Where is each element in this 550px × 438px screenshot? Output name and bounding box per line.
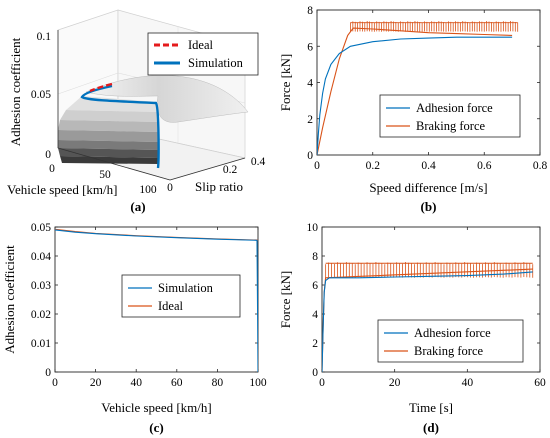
- a-caption: (a): [130, 199, 145, 214]
- c-x-tick-label: 0: [52, 377, 58, 389]
- a-y-tick-label: 0.4: [251, 156, 266, 168]
- c-x-tick-label: 20: [90, 377, 102, 389]
- b-x-tick-label: 0: [314, 160, 320, 172]
- c-legend-box: [121, 274, 241, 318]
- a-y-tick-label: 0.2: [223, 164, 238, 176]
- d-y-tick-label: 2: [312, 338, 318, 350]
- d-y-tick-label: 4: [312, 309, 318, 321]
- d-plot-frame: [321, 226, 541, 373]
- c-x-tick-label: 100: [249, 377, 267, 389]
- a-legend-simulation-label: Simulation: [188, 56, 244, 70]
- a-z-tick-label: 0.1: [37, 31, 52, 43]
- d-x-tick-label: 0: [319, 377, 325, 389]
- b-legend-box: [379, 94, 521, 138]
- c-y-tick-label: 0.05: [31, 222, 51, 234]
- d-series-adhesion-force-line: [322, 271, 533, 372]
- b-legend: Adhesion force Braking force: [379, 94, 521, 138]
- c-legend: Simulation Ideal: [121, 274, 241, 318]
- d-legend-adhesion-force-label: Adhesion force: [414, 326, 491, 340]
- panel-b-chart: 0 0.2 0.4 0.6 0.8 0 2 4 6 8 Adhesion force Braking …: [278, 5, 547, 214]
- b-caption: (b): [421, 199, 437, 214]
- a-y-axis-label: Slip ratio: [195, 179, 243, 194]
- a-series-ideal-line: [89, 82, 113, 93]
- c-legend-simulation-label: Simulation: [158, 281, 214, 295]
- b-series-braking-force-line: [317, 27, 513, 155]
- a-z-tick-label: 0: [45, 149, 51, 161]
- d-y-axis-label: Force [kN]: [278, 271, 293, 328]
- c-y-tick-label: 0.04: [31, 251, 51, 263]
- c-caption: (c): [149, 420, 163, 435]
- c-x-tick-label: 80: [212, 377, 224, 389]
- a-grid-line: [57, 72, 119, 95]
- c-series-ideal-line: [55, 228, 258, 241]
- a-x-axis-label: Vehicle speed [km/h]: [7, 182, 117, 197]
- b-x-axis-label: Speed difference [m/s]: [369, 180, 487, 195]
- d-x-tick-label: 60: [534, 377, 546, 389]
- b-y-tick-label: 8: [307, 5, 313, 17]
- d-legend-braking-force-label: Braking force: [414, 344, 484, 358]
- a-z-tick-label: 0.05: [31, 89, 51, 101]
- d-y-tick-label: 8: [312, 251, 318, 263]
- b-y-tick-label: 0: [307, 150, 313, 162]
- d-caption: (d): [423, 420, 439, 435]
- c-y-tick-label: 0.03: [31, 280, 51, 292]
- d-y-tick-label: 6: [312, 280, 318, 292]
- a-legend: Ideal Simulation: [147, 32, 259, 76]
- b-y-tick-label: 6: [307, 41, 313, 53]
- d-legend-box: [377, 319, 524, 363]
- b-x-tick-label: 0.4: [421, 160, 436, 172]
- c-y-axis-label: Adhesion coefficient: [2, 245, 17, 354]
- panel-c-chart: 0 20 40 60 80 100 0 0.01 0.02 0.03 0.04 0.05 Simulat…: [2, 222, 267, 435]
- c-plot-area: [55, 228, 258, 372]
- d-x-tick-label: 40: [462, 377, 474, 389]
- d-y-tick-label: 10: [307, 222, 319, 234]
- a-x-tick-label: 100: [139, 184, 157, 196]
- panel-d-chart: 0 20 40 60 0 2 4 6 8 10 Adhesion force Braking forc…: [278, 222, 546, 435]
- c-y-tick-label: 0.02: [31, 309, 51, 321]
- b-legend-braking-force-label: Braking force: [416, 119, 486, 133]
- c-y-tick-label: 0: [45, 367, 51, 379]
- panel-a-3d-chart: 0.1 0.05 0 0 50 100 0 0.2 0.4 Adhesion c…: [7, 9, 266, 214]
- b-series-adhesion-force-line: [317, 36, 513, 155]
- c-x-axis-label: Vehicle speed [km/h]: [101, 400, 211, 415]
- d-series-braking-force-oscillation: [325, 262, 534, 278]
- d-legend: Adhesion force Braking force: [377, 319, 524, 363]
- b-x-tick-label: 0.2: [366, 160, 381, 172]
- b-plot-area: [317, 21, 519, 155]
- b-y-tick-label: 4: [307, 78, 313, 90]
- a-x-tick-label: 0: [49, 163, 55, 175]
- a-axis-edge: [169, 157, 246, 181]
- b-series-braking-force-oscillation: [350, 21, 519, 32]
- b-y-tick-label: 2: [307, 114, 313, 126]
- a-legend-ideal-label: Ideal: [188, 38, 214, 52]
- d-x-axis-label: Time [s]: [409, 400, 453, 415]
- a-x-tick-label: 50: [99, 169, 111, 181]
- a-axis-edge: [57, 147, 171, 181]
- b-x-tick-label: 0.8: [533, 160, 548, 172]
- b-y-axis-label: Force [kN]: [278, 54, 293, 111]
- c-series-simulation-line: [55, 229, 258, 372]
- a-y-tick-label: 0: [167, 182, 173, 194]
- d-y-tick-label: 0: [312, 367, 318, 379]
- c-legend-ideal-label: Ideal: [158, 299, 184, 313]
- c-x-tick-label: 60: [171, 377, 183, 389]
- a-z-axis-label: Adhesion coefficient: [8, 37, 23, 146]
- b-legend-adhesion-force-label: Adhesion force: [416, 101, 493, 115]
- d-x-tick-label: 20: [389, 377, 401, 389]
- d-plot-area: [322, 262, 534, 372]
- c-x-tick-label: 40: [130, 377, 142, 389]
- c-y-tick-label: 0.01: [31, 338, 51, 350]
- b-x-tick-label: 0.6: [477, 160, 492, 172]
- a-surface-top: [85, 75, 249, 123]
- a-surface-front: [58, 96, 158, 164]
